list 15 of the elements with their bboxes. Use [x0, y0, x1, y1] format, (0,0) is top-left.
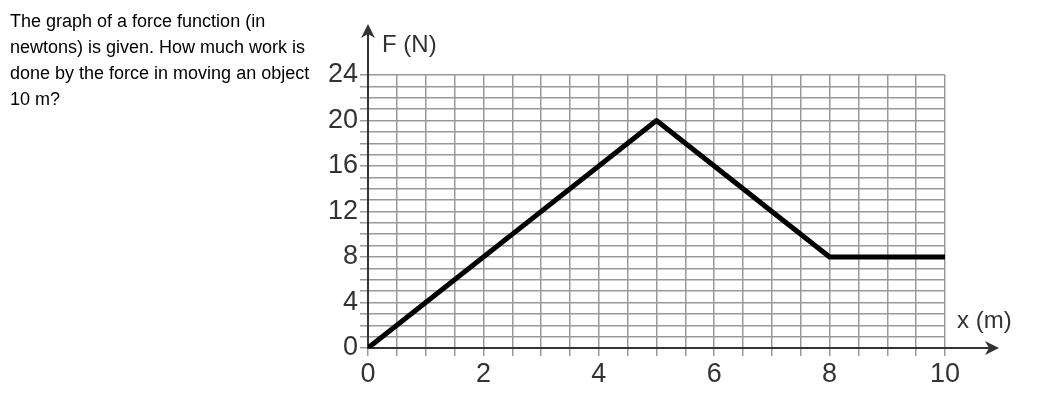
text: The graph of a force function (in newtons) is given. How much work is done by the force in moving an object 10 m?: [10, 10, 311, 111]
x-axis-title: x (m): [957, 306, 1012, 333]
x-tick-label: 4: [591, 357, 607, 388]
x-tick-label: 8: [822, 357, 838, 388]
y-tick-label: 12: [327, 194, 358, 225]
x-tick-label: 6: [706, 357, 722, 388]
y-tick-label: 24: [327, 58, 358, 89]
x-tick-label: 10: [929, 357, 961, 388]
y-axis-title: F (N): [382, 30, 437, 57]
y-tick-label: 8: [342, 240, 358, 271]
x-tick-label: 2: [475, 357, 491, 388]
y-tick-label: 20: [327, 103, 358, 134]
y-tick-label: 4: [342, 285, 358, 316]
y-tick-label: 0: [342, 331, 358, 362]
y-tick-label: 16: [327, 149, 358, 180]
